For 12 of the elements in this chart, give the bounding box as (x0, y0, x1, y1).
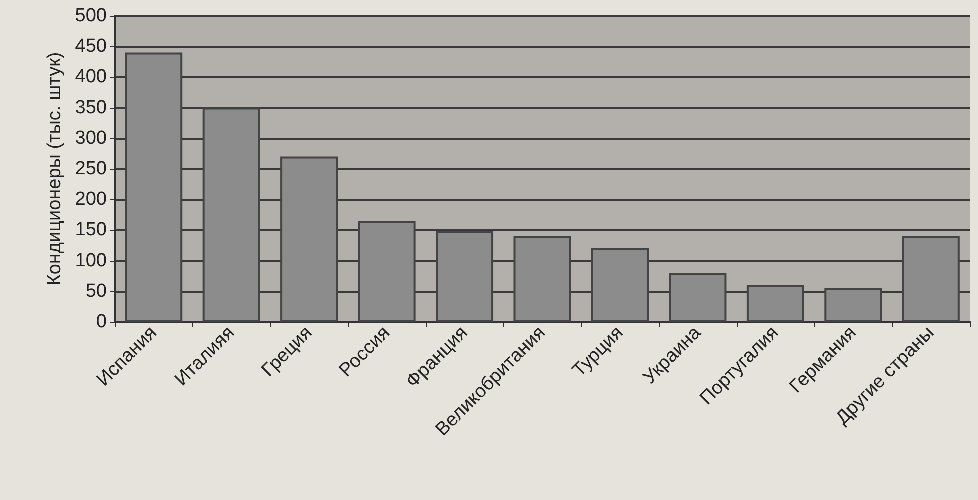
y-tick-label: 200 (75, 189, 107, 210)
y-tick-label: 400 (75, 66, 107, 88)
y-tick-label: 350 (75, 97, 107, 118)
y-tick-label: 0 (96, 312, 107, 332)
y-tick-label: 50 (86, 280, 107, 302)
y-axis-title: Кондиционеры (тыс. штук) (44, 52, 66, 286)
y-tick-label: 150 (75, 220, 107, 241)
y-tick-label: 100 (75, 250, 107, 272)
y-tick-label: 500 (75, 6, 107, 26)
y-tick-label: 450 (75, 36, 107, 58)
y-tick-label: 250 (75, 158, 107, 180)
y-tick-label: 300 (75, 128, 107, 149)
